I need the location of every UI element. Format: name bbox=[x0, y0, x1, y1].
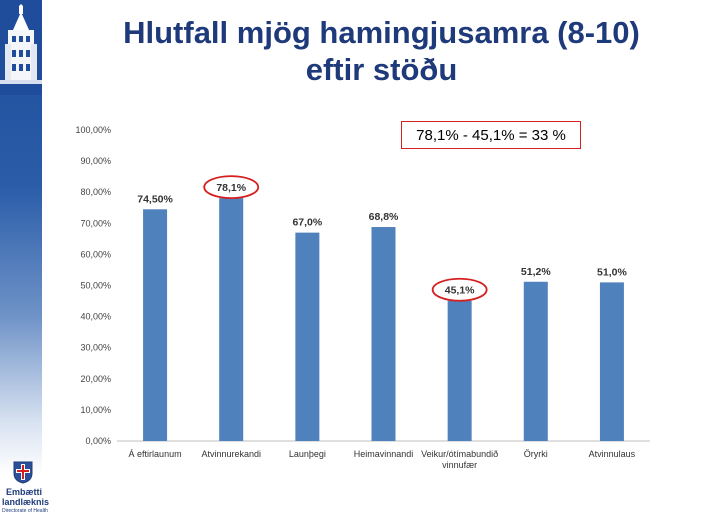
difference-annotation-box: 78,1% - 45,1% = 33 % bbox=[401, 121, 581, 149]
title-line-1: Hlutfall mjög hamingjusamra (8-10) bbox=[123, 15, 640, 50]
page-title: Hlutfall mjög hamingjusamra (8-10) eftir… bbox=[50, 14, 713, 88]
y-tick-label: 30,00% bbox=[80, 343, 111, 353]
bar bbox=[447, 300, 472, 441]
y-tick-label: 10,00% bbox=[80, 405, 111, 415]
category-label: vinnufær bbox=[442, 460, 477, 470]
data-label: 51,2% bbox=[521, 266, 551, 278]
data-label: 68,8% bbox=[369, 211, 399, 223]
y-tick-label: 50,00% bbox=[80, 281, 111, 291]
data-label: 74,50% bbox=[137, 193, 173, 205]
category-label: Atvinnulaus bbox=[589, 449, 636, 459]
data-label: 78,1% bbox=[216, 182, 246, 194]
category-label: Öryrki bbox=[524, 449, 548, 459]
y-tick-label: 40,00% bbox=[80, 312, 111, 322]
y-tick-label: 60,00% bbox=[80, 249, 111, 259]
building-logo-icon bbox=[0, 0, 42, 95]
category-label: Heimavinnandi bbox=[354, 449, 414, 459]
y-tick-label: 80,00% bbox=[80, 187, 111, 197]
crest-icon bbox=[13, 461, 33, 484]
bar bbox=[371, 227, 396, 441]
logo-text-line1: Embætti bbox=[6, 487, 42, 497]
y-tick-label: 70,00% bbox=[80, 218, 111, 228]
category-label: Á eftirlaunum bbox=[129, 449, 182, 459]
highlight-ellipse bbox=[203, 175, 260, 200]
bar bbox=[143, 209, 168, 441]
title-line-2: eftir stöðu bbox=[305, 52, 458, 87]
data-label: 45,1% bbox=[445, 285, 475, 297]
bar bbox=[523, 281, 548, 441]
y-tick-label: 90,00% bbox=[80, 156, 111, 166]
y-tick-label: 100,00% bbox=[75, 125, 111, 135]
data-label: 67,0% bbox=[292, 217, 322, 229]
bar bbox=[295, 232, 320, 441]
bar bbox=[219, 198, 244, 441]
category-label: Atvinnurekandi bbox=[201, 449, 261, 459]
logo-text-line2: landlæknis bbox=[2, 497, 50, 507]
organization-logo: Embætti landlæknis Directorate of Health bbox=[2, 460, 50, 524]
logo-text-line3: Directorate of Health bbox=[2, 508, 48, 514]
category-label: Launþegi bbox=[289, 449, 326, 459]
data-label: 51,0% bbox=[597, 266, 627, 278]
category-label: Veikur/ótímabundið bbox=[421, 449, 498, 459]
y-tick-label: 20,00% bbox=[80, 374, 111, 384]
highlight-ellipse bbox=[431, 277, 488, 302]
bar bbox=[599, 282, 624, 441]
y-tick-label: 0,00% bbox=[85, 436, 111, 446]
